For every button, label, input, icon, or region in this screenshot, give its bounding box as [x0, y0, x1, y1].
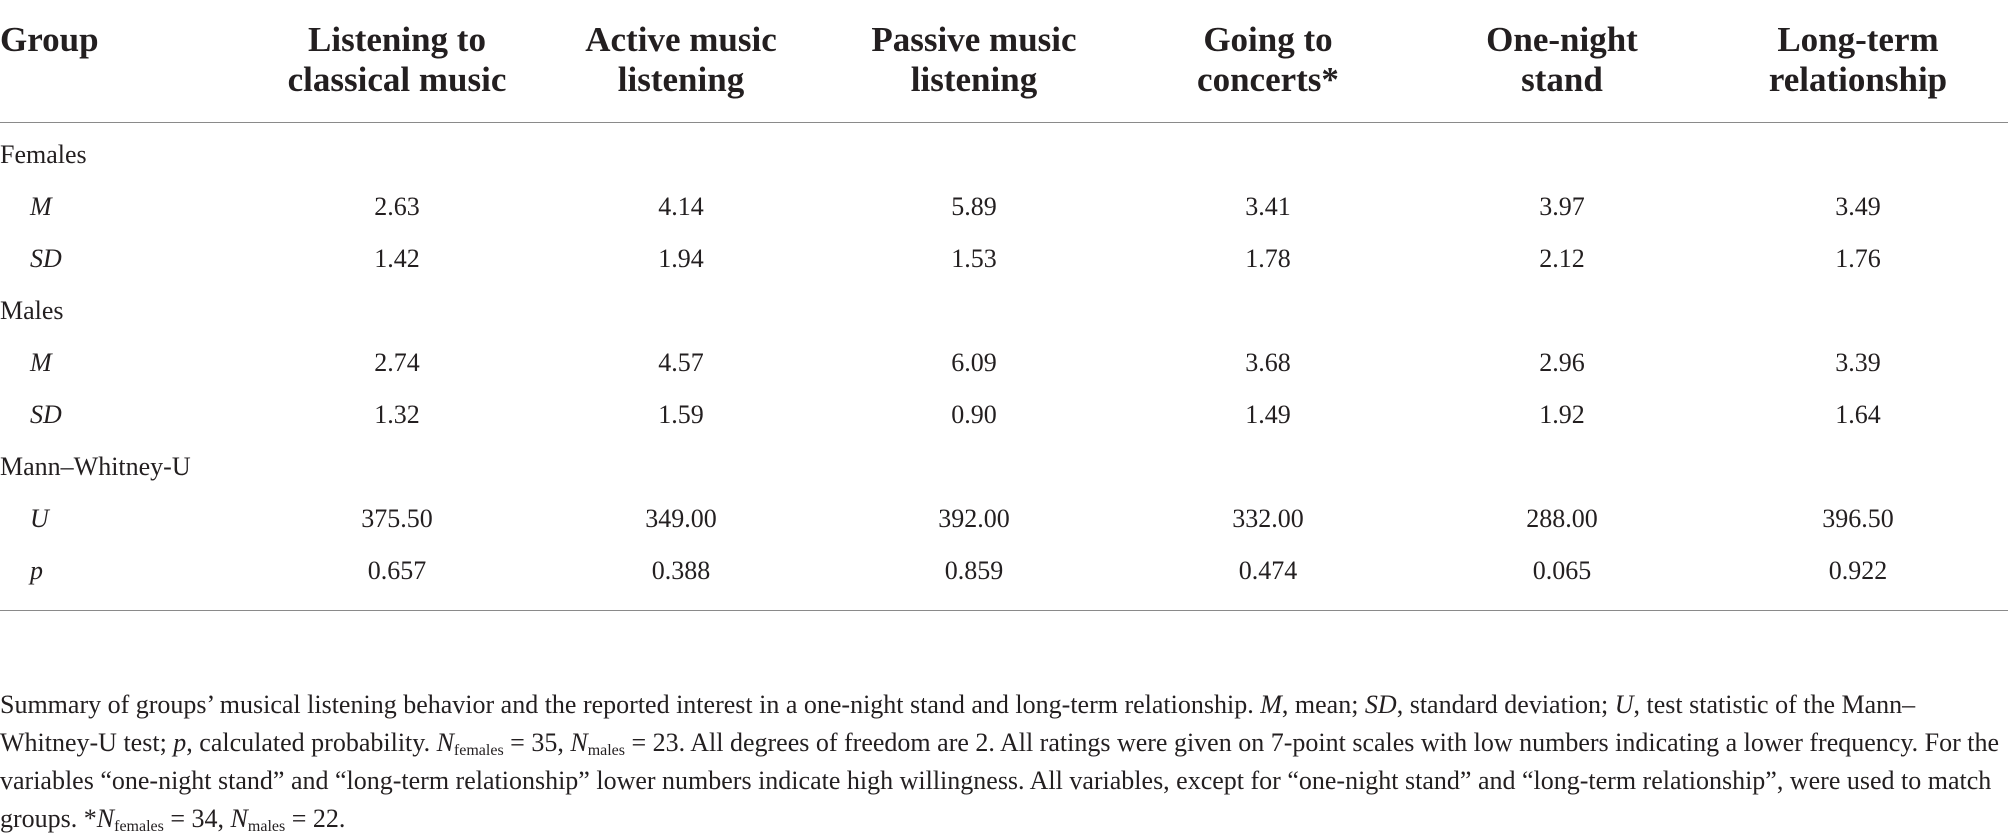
table-cell: 1.59 — [658, 400, 704, 429]
table-bottom-rule — [0, 610, 2008, 611]
table-cell: 1.32 — [374, 400, 420, 429]
table-cell: 1.92 — [1539, 400, 1585, 429]
table-cell: 5.89 — [951, 192, 997, 221]
table-caption: Summary of groups’ musical listening beh… — [0, 690, 2000, 835]
table-cell: 349.00 — [645, 504, 717, 533]
row-label: M — [30, 192, 52, 221]
table-cell: 396.50 — [1822, 504, 1894, 533]
table-cell: 375.50 — [361, 504, 433, 533]
table-cell: 1.76 — [1835, 244, 1881, 273]
table-cell: 288.00 — [1526, 504, 1598, 533]
table-cell: 0.065 — [1532, 556, 1592, 585]
header-one-night: One-night stand — [1486, 20, 1638, 99]
table-cell: 1.53 — [951, 244, 997, 273]
section-label: Males — [0, 296, 64, 325]
table-row: SD 1.42 1.94 1.53 1.78 2.12 1.76 — [0, 233, 2008, 285]
table-cell: 1.64 — [1835, 400, 1881, 429]
table-cell: 0.922 — [1828, 556, 1888, 585]
table-cell: 6.09 — [951, 348, 997, 377]
header-concerts: Going to concerts* — [1197, 20, 1339, 99]
section-row-mann-whitney: Mann–Whitney-U — [0, 441, 2008, 493]
table-cell: 2.12 — [1539, 244, 1585, 273]
table-cell: 2.63 — [374, 192, 420, 221]
header-passive: Passive music listening — [871, 20, 1077, 99]
table-cell: 3.68 — [1245, 348, 1291, 377]
table-row: U 375.50 349.00 392.00 332.00 288.00 396… — [0, 493, 2008, 545]
table-cell: 3.39 — [1835, 348, 1881, 377]
table-cell: 3.49 — [1835, 192, 1881, 221]
table-cell: 0.657 — [367, 556, 427, 585]
summary-table: Group Listening to classical music Active… — [0, 0, 2008, 597]
table-row: SD 1.32 1.59 0.90 1.49 1.92 1.64 — [0, 389, 2008, 441]
table-cell: 1.49 — [1245, 400, 1291, 429]
table-cell: 2.96 — [1539, 348, 1585, 377]
row-label: M — [30, 348, 52, 377]
table-cell: 0.388 — [651, 556, 711, 585]
row-label: p — [30, 556, 43, 585]
row-label: U — [30, 504, 49, 533]
row-label: SD — [30, 400, 62, 429]
header-classical: Listening to classical music — [287, 20, 507, 99]
table-cell: 3.97 — [1539, 192, 1585, 221]
table-row: M 2.63 4.14 5.89 3.41 3.97 3.49 — [0, 181, 2008, 233]
header-row: Group Listening to classical music Active… — [0, 0, 2008, 123]
table-cell: 1.94 — [658, 244, 704, 273]
table-cell: 4.14 — [658, 192, 704, 221]
table-cell: 332.00 — [1232, 504, 1304, 533]
table-cell: 0.474 — [1238, 556, 1298, 585]
table-row: M 2.74 4.57 6.09 3.68 2.96 3.39 — [0, 337, 2008, 389]
table-cell: 392.00 — [938, 504, 1010, 533]
header-active: Active music listening — [585, 20, 777, 99]
table-cell: 2.74 — [374, 348, 420, 377]
table-cell: 3.41 — [1245, 192, 1291, 221]
table-cell: 0.859 — [944, 556, 1004, 585]
section-row-females: Females — [0, 123, 2008, 182]
table-cell: 4.57 — [658, 348, 704, 377]
header-long-term: Long-term relationship — [1768, 20, 1948, 99]
section-row-males: Males — [0, 285, 2008, 337]
row-label: SD — [30, 244, 62, 273]
section-label: Females — [0, 140, 87, 169]
table-row: p 0.657 0.388 0.859 0.474 0.065 0.922 — [0, 545, 2008, 597]
section-label: Mann–Whitney-U — [0, 452, 191, 481]
table-cell: 1.42 — [374, 244, 420, 273]
table-cell: 1.78 — [1245, 244, 1291, 273]
header-group: Group — [0, 20, 99, 59]
table-cell: 0.90 — [951, 400, 997, 429]
